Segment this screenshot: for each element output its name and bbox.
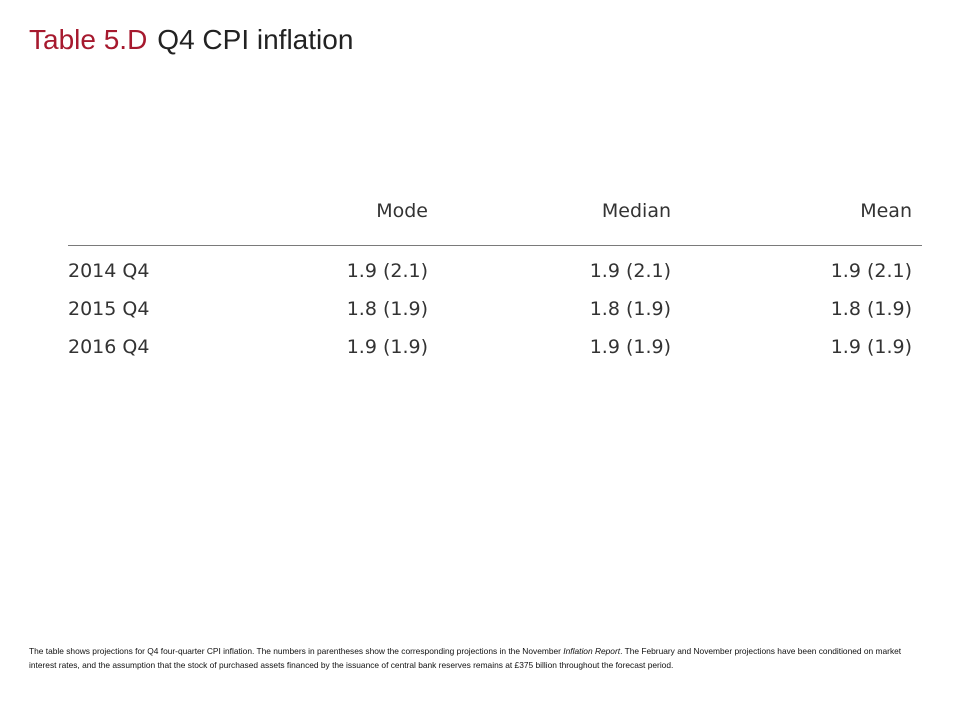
median-value: 1.8 (1.9) [589,298,671,320]
table-row: 2014 Q4 1.9 (2.1) 1.9 (2.1) 1.9 (2.1) [68,260,922,298]
mean-value: 1.9 (2.1) [830,260,912,282]
mode-value: 1.9 (1.9) [346,336,428,358]
header-mode: Mode [376,200,428,222]
table-title: Q4 CPI inflation [157,24,354,55]
mode-value: 1.8 (1.9) [346,298,428,320]
row-label: 2015 Q4 [68,298,150,320]
median-value: 1.9 (1.9) [589,336,671,358]
table-row: 2016 Q4 1.9 (1.9) 1.9 (1.9) 1.9 (1.9) [68,336,922,374]
mode-value: 1.9 (2.1) [346,260,428,282]
footnote-text-cont: . The February and November projections … [29,646,902,670]
footnote-italic: Inflation Report [563,646,621,656]
row-label: 2016 Q4 [68,336,150,358]
table-number: Table 5.D [29,24,148,55]
table-header-row: Mode Median Mean [68,200,922,246]
table-row: 2015 Q4 1.8 (1.9) 1.8 (1.9) 1.8 (1.9) [68,298,922,336]
median-value: 1.9 (2.1) [589,260,671,282]
footnote: The table shows projections for Q4 four-… [29,645,929,672]
cpi-projections-table: Mode Median Mean 2014 Q4 1.9 (2.1) 1.9 (… [68,200,922,374]
header-mean: Mean [860,200,912,222]
row-label: 2014 Q4 [68,260,150,282]
slide-title: Table 5.D Q4 CPI inflation [29,26,353,54]
mean-value: 1.9 (1.9) [830,336,912,358]
mean-value: 1.8 (1.9) [830,298,912,320]
footnote-text: The table shows projections for Q4 four-… [29,646,564,656]
header-median: Median [601,200,671,222]
